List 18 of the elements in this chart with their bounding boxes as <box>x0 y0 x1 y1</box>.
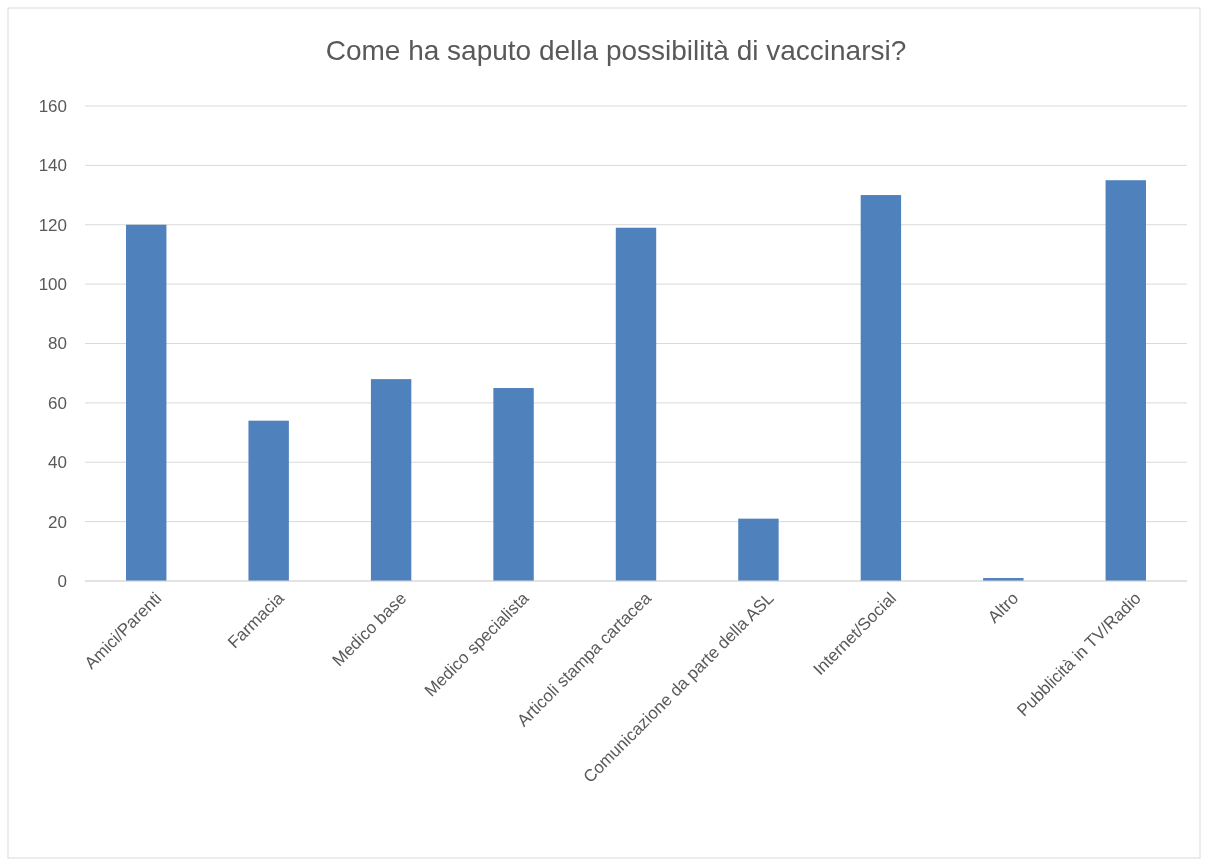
y-tick-label: 40 <box>48 453 67 473</box>
y-tick-label: 0 <box>57 571 67 591</box>
bar <box>370 379 412 581</box>
y-tick-label: 160 <box>38 96 67 116</box>
y-tick-label: 140 <box>38 156 67 176</box>
bar <box>860 195 902 581</box>
bar <box>615 227 657 581</box>
bar <box>493 388 534 581</box>
y-tick-label: 80 <box>48 334 67 354</box>
bar <box>126 224 167 581</box>
y-tick-label: 60 <box>48 393 67 413</box>
bar <box>1105 180 1146 581</box>
y-tick-label: 120 <box>38 215 67 235</box>
y-tick-label: 100 <box>38 275 67 295</box>
chart-title: Come ha saputo della possibilità di vaccinarsi? <box>325 35 907 66</box>
bar <box>738 518 779 581</box>
bar <box>248 420 289 581</box>
y-tick-label: 20 <box>48 512 67 532</box>
